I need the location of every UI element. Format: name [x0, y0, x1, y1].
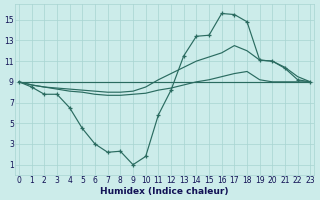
X-axis label: Humidex (Indice chaleur): Humidex (Indice chaleur)	[100, 187, 229, 196]
